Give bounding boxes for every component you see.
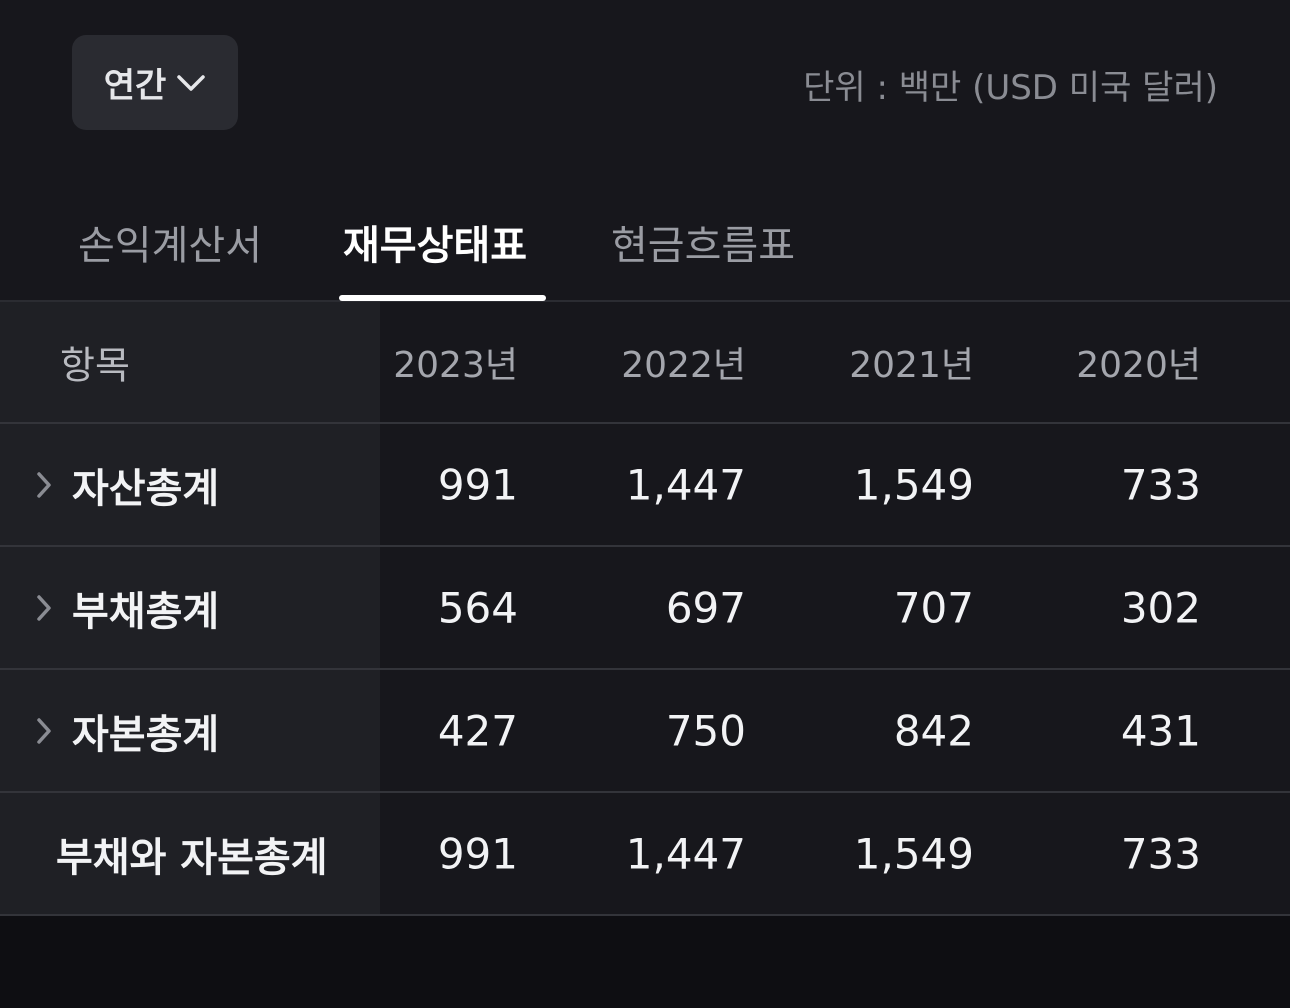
row-value: 427: [437, 706, 518, 755]
table-row-total: 부채와 자본총계 991 1,447 1,549 733: [0, 793, 1290, 916]
balance-sheet-table: 항목 2023년 2022년 2021년 2020년 자산총계 991 1,44…: [0, 302, 1290, 916]
header-year: 2023년: [393, 345, 518, 386]
tab-income-statement[interactable]: 손익계산서: [78, 223, 262, 269]
header-year: 2022년: [621, 345, 746, 386]
statement-tabs: 손익계산서 재무상태표 현금흐름표: [0, 195, 1290, 302]
row-first-col-bg: [0, 793, 380, 914]
row-value: 1,447: [625, 829, 746, 878]
row-value: 1,549: [853, 829, 974, 878]
row-value: 991: [437, 829, 518, 878]
period-selector-button[interactable]: 연간: [72, 35, 238, 130]
chevron-right-icon[interactable]: [34, 714, 54, 748]
financial-statement-panel: 연간 단위 : 백만 (USD 미국 달러) 손익계산서 재무상태표 현금흐름표…: [0, 35, 1290, 916]
tab-balance-sheet[interactable]: 재무상태표: [343, 223, 527, 269]
period-selector-label: 연간: [103, 66, 167, 106]
table-row[interactable]: 자본총계 427 750 842 431: [0, 670, 1290, 793]
row-value: 991: [437, 460, 518, 509]
row-label: 부채와 자본총계: [56, 834, 328, 881]
row-value: 1,447: [625, 460, 746, 509]
header-first-col-bg: [0, 302, 380, 422]
table-row[interactable]: 자산총계 991 1,447 1,549 733: [0, 424, 1290, 547]
row-value: 733: [1120, 460, 1201, 509]
row-value: 697: [665, 583, 746, 632]
header-year: 2021년: [849, 345, 974, 386]
row-value: 1,549: [853, 460, 974, 509]
chevron-down-icon: [176, 73, 206, 93]
header-year: 2020년: [1076, 345, 1201, 386]
row-value: 302: [1120, 583, 1201, 632]
row-value: 733: [1120, 829, 1201, 878]
chevron-right-icon[interactable]: [34, 591, 54, 625]
tab-cash-flow[interactable]: 현금흐름표: [611, 223, 795, 269]
row-value: 707: [893, 583, 974, 632]
active-tab-indicator: [339, 295, 546, 301]
unit-note: 단위 : 백만 (USD 미국 달러): [803, 68, 1218, 108]
header-item-label: 항목: [60, 343, 130, 388]
row-first-col-bg: [0, 424, 380, 545]
row-label: 자본총계: [72, 711, 220, 758]
chevron-right-icon[interactable]: [34, 468, 54, 502]
table-row[interactable]: 부채총계 564 697 707 302: [0, 547, 1290, 670]
row-value: 564: [437, 583, 518, 632]
row-value: 431: [1120, 706, 1201, 755]
row-value: 750: [665, 706, 746, 755]
row-label: 부채총계: [72, 588, 220, 635]
table-header-row: 항목 2023년 2022년 2021년 2020년: [0, 302, 1290, 424]
row-label: 자산총계: [72, 465, 220, 512]
row-first-col-bg: [0, 670, 380, 791]
row-value: 842: [893, 706, 974, 755]
row-first-col-bg: [0, 547, 380, 668]
